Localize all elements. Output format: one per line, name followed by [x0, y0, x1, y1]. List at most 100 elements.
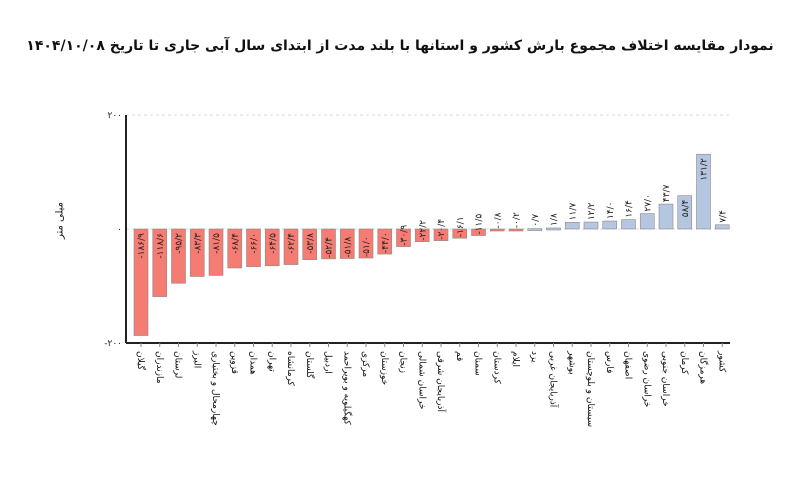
- value-label: ۷/۴: [718, 210, 728, 223]
- bar: [471, 228, 486, 236]
- category-label: اصفهان: [623, 351, 633, 379]
- bar: [321, 228, 336, 260]
- category-label: هرمزگان: [698, 351, 710, 384]
- value-label: -۴۴/۰: [381, 232, 391, 253]
- y-tick-label: ۲۰۰: [107, 111, 122, 121]
- category-label: قم: [454, 351, 464, 361]
- value-label: -۳۰/۹: [400, 225, 410, 246]
- value-label: ۱۴/۰: [606, 201, 616, 219]
- chart-title: نمودار مقایسه اختلاف مجموع بارش کشور و ا…: [26, 38, 774, 54]
- bar: [658, 203, 674, 230]
- bar: [208, 228, 224, 276]
- y-tick-label: -۲۰۰: [104, 339, 122, 349]
- bar: [639, 213, 655, 230]
- category-label: خوزستان: [379, 351, 389, 385]
- category-label: آذربایجان شرقی: [435, 351, 447, 412]
- bar: [677, 195, 693, 230]
- value-label: ۱۳۱/۲: [700, 158, 710, 181]
- category-label: خراسان جنوبی: [660, 351, 670, 407]
- category-label: همدان: [248, 351, 258, 375]
- bar: [302, 228, 318, 260]
- value-label: ۱۶/۴: [625, 200, 635, 218]
- category-label: کرمان: [679, 351, 689, 375]
- bar: [527, 228, 543, 231]
- category-label: خراسان شمالی: [416, 351, 426, 410]
- category-label: کشور: [716, 350, 726, 373]
- value-label: -۲۲/۲: [418, 220, 428, 241]
- value-label: -۵۱/۸: [343, 237, 353, 258]
- category-label: یزد: [529, 351, 539, 363]
- bar: [133, 228, 149, 336]
- category-label: مازندران: [154, 351, 164, 384]
- value-label: -۱۱/۵: [475, 214, 485, 235]
- bar: [246, 228, 261, 267]
- category-label: چهارمحال و بختیاری: [210, 351, 220, 426]
- category-label: آذربایجان غربی: [548, 351, 560, 408]
- bar: [414, 228, 430, 242]
- bar: [171, 228, 186, 284]
- value-label: -۵۲/۴: [325, 237, 335, 258]
- category-label: مرکزی: [360, 351, 370, 377]
- category-label: خراسان رضوی: [641, 351, 651, 407]
- value-label: ۰/۷: [531, 214, 541, 227]
- bar: [546, 227, 561, 231]
- value-label: -۶۲/۴: [287, 233, 297, 254]
- value-label: -۶۸/۴: [231, 233, 241, 254]
- category-label: سمنان: [473, 351, 483, 376]
- bar: [602, 220, 618, 230]
- value-label: -۰/۲: [512, 212, 522, 228]
- bar: [152, 228, 168, 297]
- bar: [264, 228, 280, 267]
- category-label: گلستان: [304, 351, 316, 379]
- value-label: -۶۶/۰: [250, 233, 260, 254]
- category-label: قزوین: [229, 351, 239, 374]
- value-label: -۵۱/۰: [362, 236, 372, 257]
- category-label: بوشهر: [566, 350, 576, 375]
- bar: [696, 153, 711, 230]
- value-label: -۲۰/۴: [437, 219, 447, 240]
- category-label: فارس: [604, 351, 614, 373]
- bar: [377, 228, 393, 255]
- value-label: ۵۸/۴: [681, 200, 691, 218]
- bar: [452, 228, 468, 239]
- value-label: -۰/۸: [493, 212, 503, 228]
- value-label: ۱۱/۷: [568, 203, 578, 221]
- bar: [508, 228, 524, 232]
- category-label: کهگیلویه و بویراحمد: [341, 351, 353, 425]
- category-label: کرمانشاه: [285, 351, 295, 387]
- category-label: سیستان و بلوچستان: [585, 351, 595, 427]
- value-label: -۹۵/۲: [175, 233, 185, 254]
- category-label: گیلان: [135, 351, 147, 371]
- value-label: -۱۱۸/۶: [156, 233, 166, 259]
- value-label: ۲۷/۰: [643, 194, 653, 212]
- bar: [433, 228, 449, 241]
- bar: [283, 228, 299, 265]
- category-label: کردستان: [491, 351, 501, 385]
- category-label: تهران: [266, 351, 276, 372]
- bar: [714, 224, 730, 230]
- bar: [396, 228, 411, 247]
- bar: [621, 219, 636, 230]
- category-label: البرز: [191, 350, 201, 368]
- value-label: -۱۸۶/۹: [137, 233, 147, 259]
- bar: [489, 228, 505, 232]
- value-label: -۸۱/۵: [212, 233, 222, 254]
- category-label: اردبیل: [323, 351, 333, 374]
- y-tick-label: ۰: [117, 225, 122, 235]
- category-label: زنجان: [398, 351, 408, 373]
- bar: [189, 228, 205, 277]
- bar: [227, 228, 243, 269]
- value-label: ۱/۸: [550, 213, 560, 226]
- bar: [583, 221, 599, 230]
- bar: [339, 228, 355, 259]
- category-label: ایلام: [510, 351, 520, 367]
- bar: [564, 222, 580, 230]
- value-label: -۵۳/۸: [306, 233, 316, 254]
- value-label: -۱۶/۱: [456, 216, 466, 237]
- category-label: لرستان: [173, 351, 183, 378]
- value-label: ۴۳/۷: [662, 184, 672, 202]
- bar: [358, 228, 374, 259]
- value-label: -۸۳/۳: [193, 233, 203, 254]
- value-label: ۱۲/۲: [587, 202, 597, 220]
